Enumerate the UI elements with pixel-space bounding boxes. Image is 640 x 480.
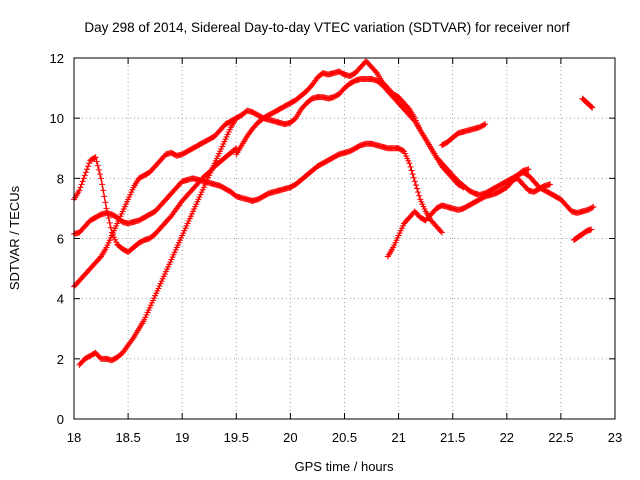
series-track-j <box>570 226 595 244</box>
y-tick-label: 2 <box>57 352 64 367</box>
x-tick-label: 21 <box>391 430 405 445</box>
plus-marker <box>93 158 100 165</box>
grid-lines <box>74 58 615 419</box>
series-line <box>78 117 237 366</box>
series-track-e <box>233 58 467 191</box>
plus-marker <box>588 226 595 233</box>
plus-marker <box>98 175 105 182</box>
plus-marker <box>589 104 596 111</box>
plus-marker <box>406 160 413 167</box>
plus-marker <box>83 166 90 173</box>
x-tick-label: 20 <box>283 430 297 445</box>
plus-marker <box>410 174 417 181</box>
plus-marker <box>82 169 89 176</box>
plus-marker <box>86 160 93 167</box>
x-tick-label: 19 <box>175 430 189 445</box>
series-track-f <box>287 140 445 236</box>
y-axis-label: SDTVAR / TECUs <box>7 185 22 290</box>
y-tick-label: 6 <box>57 232 64 247</box>
plus-marker <box>588 104 595 111</box>
plus-marker <box>589 204 596 211</box>
x-tick-label: 20.5 <box>332 430 357 445</box>
plus-marker <box>80 175 87 182</box>
x-tick-label: 18 <box>67 430 81 445</box>
plus-marker <box>590 203 597 210</box>
y-tick-label: 10 <box>50 111 64 126</box>
plus-marker <box>81 172 88 179</box>
series-track-g <box>384 169 597 260</box>
x-tick-label: 19.5 <box>224 430 249 445</box>
plus-marker <box>100 187 107 194</box>
data-markers <box>71 58 597 368</box>
x-tick-label: 18.5 <box>115 430 140 445</box>
x-axis-label: GPS time / hours <box>295 459 394 474</box>
plus-marker <box>481 121 488 128</box>
plus-marker <box>95 166 102 173</box>
plus-marker <box>409 171 416 178</box>
x-tick-label: 23 <box>608 430 622 445</box>
plus-marker <box>399 147 406 154</box>
series-line <box>235 60 464 188</box>
y-tick-label: 4 <box>57 292 64 307</box>
axis-ticks: 18 18.5 19 19.5 20 20.5 21 21.5 22 22.5 23 0 2 4 6 8 10 1… <box>50 51 623 445</box>
plus-marker <box>77 184 84 191</box>
plus-marker <box>408 167 415 174</box>
plus-marker <box>107 224 114 231</box>
x-tick-label: 22 <box>500 430 514 445</box>
plus-marker <box>411 178 418 185</box>
plus-marker <box>413 185 420 192</box>
plus-marker <box>412 181 419 188</box>
plus-marker <box>459 183 466 190</box>
y-tick-label: 12 <box>50 51 64 66</box>
plus-marker <box>482 121 489 128</box>
x-tick-label: 21.5 <box>440 430 465 445</box>
plus-marker <box>78 181 85 188</box>
series-track-c <box>71 145 240 256</box>
plus-marker <box>547 181 554 188</box>
plus-marker <box>437 228 444 235</box>
chart-title: Day 298 of 2014, Sidereal Day-to-day VTE… <box>84 20 569 35</box>
plus-marker <box>407 163 414 170</box>
series-track-k <box>579 95 596 111</box>
plus-marker <box>85 163 92 170</box>
series-track-h <box>438 121 489 149</box>
plus-marker <box>372 68 379 75</box>
plus-marker <box>416 192 423 199</box>
plus-marker <box>525 166 532 173</box>
y-tick-label: 0 <box>57 412 64 427</box>
plus-marker <box>106 219 113 226</box>
plus-marker <box>438 229 445 236</box>
plus-marker <box>99 181 106 188</box>
x-tick-label: 22.5 <box>548 430 573 445</box>
plus-marker <box>405 104 412 111</box>
plus-marker <box>91 154 98 161</box>
plus-marker <box>76 187 83 194</box>
plus-marker <box>101 193 108 200</box>
plus-marker <box>79 178 86 185</box>
plus-marker <box>96 254 103 261</box>
plus-marker <box>96 171 103 178</box>
plus-marker <box>587 103 594 110</box>
plus-marker <box>92 154 99 161</box>
plus-marker <box>103 205 110 212</box>
plus-marker <box>94 162 101 169</box>
plus-marker <box>460 184 467 191</box>
plus-marker <box>105 215 112 222</box>
series-track-i <box>503 175 554 195</box>
series-track-d <box>71 76 532 290</box>
series-track-a <box>76 115 240 368</box>
plus-marker <box>102 199 109 206</box>
y-tick-label: 8 <box>57 171 64 186</box>
plus-marker <box>104 210 111 217</box>
plus-marker <box>415 189 422 196</box>
